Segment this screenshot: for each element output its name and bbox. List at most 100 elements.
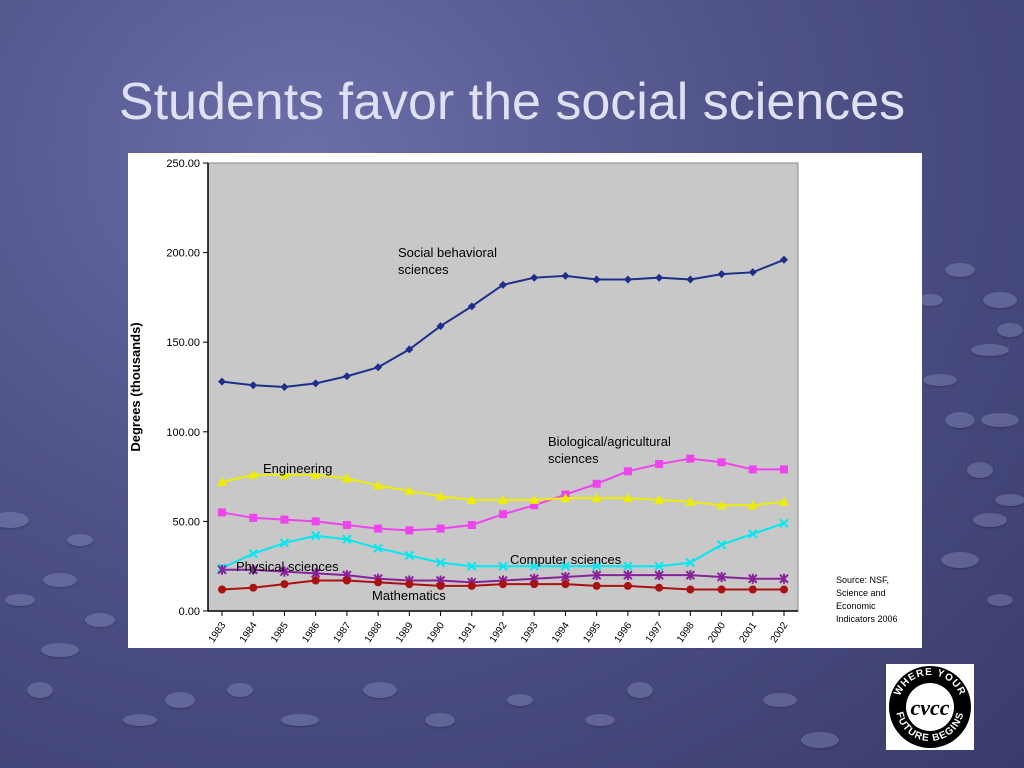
data-point [467, 520, 476, 529]
background-dot [585, 714, 615, 726]
data-point [717, 270, 726, 279]
data-point [342, 534, 352, 545]
data-point [654, 561, 664, 571]
data-point [404, 485, 415, 495]
svg-text:cvcc: cvcc [910, 695, 949, 720]
data-point [748, 529, 758, 539]
data-point [310, 469, 321, 479]
data-point [279, 469, 290, 479]
background-dot [995, 494, 1024, 506]
background-dot [363, 682, 397, 698]
data-point [217, 564, 227, 575]
data-point [499, 580, 507, 589]
x-tick-label: 1994 [550, 620, 572, 645]
data-point [311, 379, 320, 388]
source-note: Science and [836, 588, 886, 598]
y-tick-label: 250.00 [166, 158, 200, 170]
data-point [685, 557, 696, 568]
data-point [685, 570, 696, 581]
background-dot [425, 713, 455, 727]
background-dot [973, 513, 1007, 527]
data-point [311, 576, 320, 585]
x-tick-label: 1985 [269, 620, 291, 645]
data-point [779, 518, 789, 528]
y-tick-label: 50.00 [172, 516, 200, 528]
background-dot [85, 613, 115, 627]
data-point [218, 508, 226, 517]
data-point [686, 585, 695, 594]
source-note: Indicators 2006 [836, 614, 898, 624]
data-point [747, 500, 758, 510]
background-dot [967, 462, 993, 478]
data-point [467, 561, 477, 571]
data-point [218, 585, 226, 594]
data-point [685, 496, 696, 506]
data-point [530, 273, 539, 282]
data-point [280, 580, 289, 589]
background-dot [123, 714, 157, 726]
data-point [561, 580, 570, 589]
data-point [591, 561, 602, 571]
data-point [591, 570, 602, 581]
x-tick-label: 2001 [737, 620, 759, 645]
background-dot [997, 323, 1023, 337]
data-point [686, 454, 695, 463]
data-point [655, 460, 664, 469]
x-tick-label: 1997 [644, 620, 666, 645]
y-axis-label: Degrees (thousands) [128, 322, 143, 451]
college-logo: WHERE YOUR FUTURE BEGINS cvcc [886, 664, 974, 750]
data-point [529, 561, 539, 571]
data-point [654, 570, 664, 581]
y-tick-label: 150.00 [166, 337, 200, 349]
series-label: Computer sciences [510, 552, 622, 567]
data-point [280, 515, 289, 524]
y-tick-label: 0.00 [179, 606, 200, 618]
line-chart: 0.00 50.00 100.00 150.00 200.00 250.00 1983 198… [128, 158, 898, 645]
data-point [779, 496, 789, 506]
source-note: Source: NSF, [836, 575, 889, 585]
background-dot [983, 292, 1017, 308]
x-tick-label: 1995 [581, 620, 603, 645]
background-dot [41, 643, 79, 657]
background-dot [941, 552, 979, 568]
data-point [560, 493, 571, 503]
series-label: Engineering [263, 461, 332, 476]
data-point [435, 491, 446, 501]
background-dot [945, 412, 975, 428]
x-tick-label: 2000 [706, 620, 728, 645]
data-point [717, 585, 726, 594]
y-tick-label: 100.00 [166, 427, 200, 439]
data-point [529, 494, 540, 504]
data-point [310, 531, 321, 541]
data-point [404, 550, 415, 561]
background-dot [27, 682, 53, 698]
background-dot [627, 682, 653, 698]
data-point [405, 580, 414, 589]
data-point [717, 458, 726, 467]
data-point [591, 493, 602, 503]
x-tick-label: 1986 [300, 620, 322, 645]
data-point [342, 372, 351, 381]
series-label: Physical sciences [236, 559, 339, 574]
background-dot [43, 573, 77, 587]
data-point [623, 581, 632, 590]
background-dot [801, 732, 839, 748]
slide-title: Students favor the social sciences [118, 73, 906, 131]
data-point [466, 494, 477, 504]
data-point [436, 581, 445, 590]
data-point [249, 583, 258, 592]
x-tick-label: 1983 [207, 620, 229, 645]
data-point [342, 520, 351, 529]
data-point [342, 576, 351, 585]
x-tick-label: 1990 [425, 620, 447, 645]
data-point [530, 580, 539, 589]
background-dot [5, 594, 35, 606]
y-tick-label: 200.00 [166, 248, 200, 260]
data-point [623, 561, 633, 571]
data-point [748, 465, 757, 474]
background-dot [281, 714, 319, 726]
series-label: Social behavioral [398, 245, 497, 260]
data-point [716, 571, 727, 582]
data-point [623, 570, 633, 581]
x-tick-label: 1993 [519, 620, 541, 645]
